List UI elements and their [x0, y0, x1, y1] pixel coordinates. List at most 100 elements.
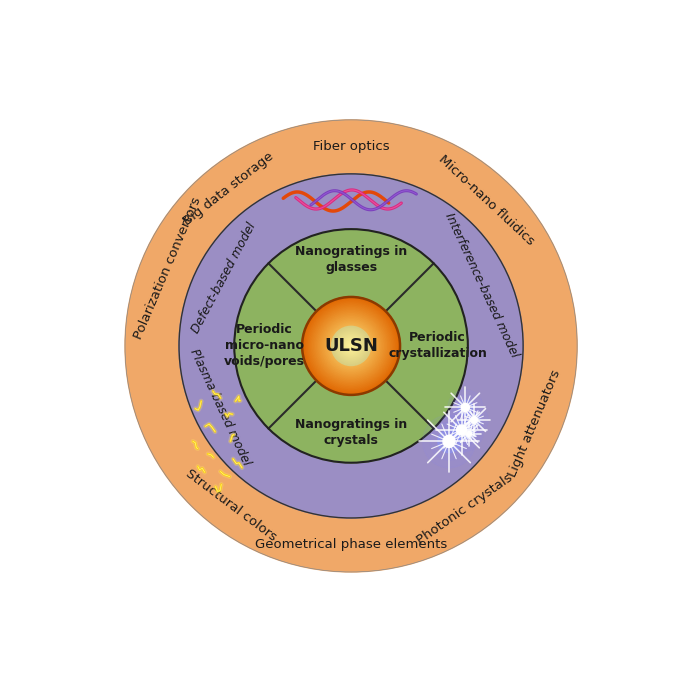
Circle shape: [348, 343, 354, 349]
Circle shape: [350, 345, 352, 347]
Circle shape: [325, 320, 377, 372]
Circle shape: [430, 423, 468, 460]
Text: Nanogratings in
glasses: Nanogratings in glasses: [295, 245, 407, 274]
Circle shape: [324, 319, 378, 373]
Circle shape: [335, 330, 367, 362]
Circle shape: [342, 338, 360, 354]
Text: Plasma-based model: Plasma-based model: [188, 347, 253, 467]
Text: Light attenuators: Light attenuators: [506, 368, 563, 480]
Circle shape: [234, 229, 468, 463]
Circle shape: [335, 329, 367, 362]
Circle shape: [464, 429, 473, 438]
Circle shape: [423, 415, 475, 468]
Circle shape: [348, 342, 354, 349]
Circle shape: [322, 316, 380, 375]
Circle shape: [323, 318, 379, 374]
Circle shape: [342, 337, 360, 355]
Text: Big data storage: Big data storage: [181, 150, 276, 228]
Circle shape: [309, 303, 393, 388]
Circle shape: [326, 321, 376, 371]
Circle shape: [350, 345, 352, 347]
Text: Fiber optics: Fiber optics: [313, 140, 389, 153]
Circle shape: [471, 416, 477, 423]
Circle shape: [331, 326, 371, 366]
Circle shape: [340, 335, 362, 357]
Circle shape: [308, 303, 394, 389]
Circle shape: [319, 314, 383, 377]
Circle shape: [325, 320, 377, 372]
Text: Polarization convertors: Polarization convertors: [132, 195, 203, 341]
Circle shape: [304, 299, 398, 393]
Circle shape: [328, 323, 374, 369]
Circle shape: [343, 338, 359, 354]
Circle shape: [336, 332, 366, 360]
Circle shape: [314, 308, 388, 384]
Circle shape: [332, 326, 371, 366]
Circle shape: [336, 330, 366, 362]
Circle shape: [316, 310, 386, 382]
Circle shape: [347, 342, 355, 350]
Circle shape: [311, 306, 391, 386]
Circle shape: [462, 426, 477, 441]
Circle shape: [302, 297, 400, 395]
Circle shape: [322, 317, 380, 375]
Circle shape: [328, 323, 374, 369]
Circle shape: [306, 301, 396, 390]
Circle shape: [446, 414, 477, 446]
Circle shape: [310, 305, 392, 387]
Text: Nanogratings in
crystals: Nanogratings in crystals: [295, 418, 407, 447]
Circle shape: [334, 328, 369, 364]
Circle shape: [313, 308, 389, 384]
Text: Photonic crystals: Photonic crystals: [415, 471, 515, 547]
Circle shape: [312, 307, 390, 385]
Circle shape: [438, 430, 460, 453]
Circle shape: [344, 338, 358, 353]
Circle shape: [452, 421, 471, 440]
Circle shape: [305, 300, 397, 392]
Circle shape: [458, 400, 473, 415]
Circle shape: [307, 302, 395, 390]
Circle shape: [321, 316, 381, 376]
Circle shape: [337, 332, 365, 360]
Circle shape: [345, 339, 358, 353]
Circle shape: [347, 342, 356, 350]
Circle shape: [334, 329, 368, 362]
Circle shape: [346, 341, 356, 351]
Circle shape: [342, 337, 360, 355]
Circle shape: [340, 336, 362, 356]
Circle shape: [337, 332, 365, 360]
Circle shape: [340, 334, 362, 358]
Circle shape: [329, 325, 373, 367]
Circle shape: [329, 324, 373, 368]
Circle shape: [305, 299, 397, 393]
Circle shape: [323, 319, 379, 373]
Circle shape: [344, 339, 358, 353]
Circle shape: [312, 308, 390, 384]
Circle shape: [440, 408, 484, 452]
Circle shape: [334, 328, 369, 364]
Circle shape: [316, 312, 386, 380]
Circle shape: [347, 341, 356, 351]
Circle shape: [342, 337, 360, 355]
Circle shape: [338, 333, 364, 359]
Circle shape: [315, 310, 387, 382]
Circle shape: [318, 313, 384, 379]
Circle shape: [303, 297, 399, 395]
Circle shape: [341, 336, 361, 356]
Circle shape: [321, 315, 382, 377]
Circle shape: [468, 414, 480, 426]
Circle shape: [456, 425, 466, 435]
Circle shape: [179, 174, 523, 518]
Circle shape: [332, 327, 370, 365]
Circle shape: [458, 400, 473, 415]
Circle shape: [345, 340, 357, 351]
Circle shape: [338, 333, 364, 359]
Circle shape: [311, 306, 391, 386]
Text: ULSN: ULSN: [324, 337, 378, 355]
Text: Geometrical phase elements: Geometrical phase elements: [255, 538, 447, 551]
Circle shape: [334, 329, 368, 363]
Circle shape: [349, 344, 353, 348]
Circle shape: [308, 303, 395, 389]
Circle shape: [306, 301, 397, 391]
Circle shape: [460, 406, 488, 434]
